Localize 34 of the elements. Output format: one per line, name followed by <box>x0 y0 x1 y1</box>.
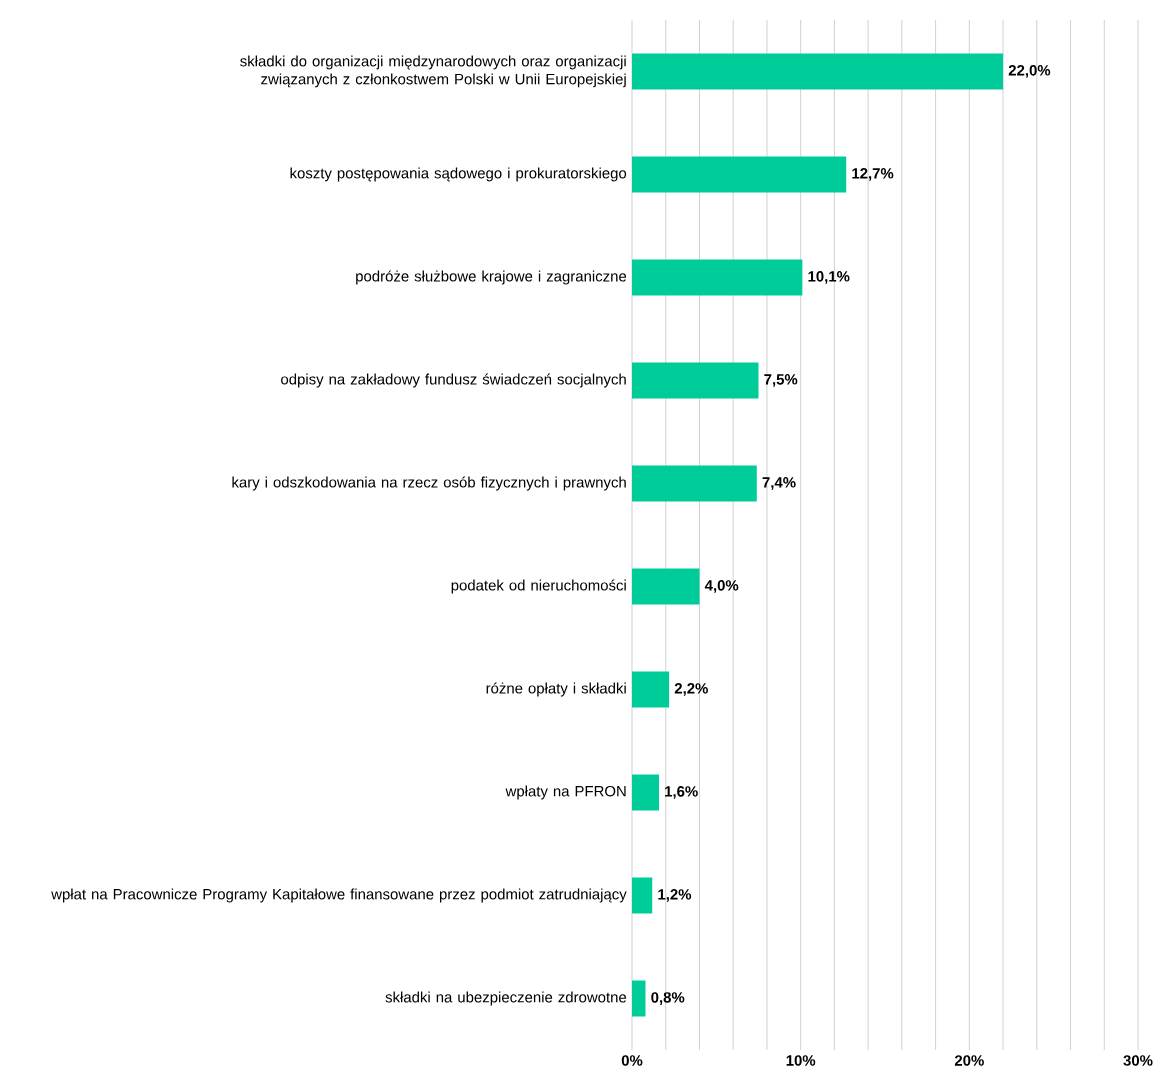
data-label: 4,0% <box>704 580 739 593</box>
bar <box>632 877 653 914</box>
x-tick-label: 30% <box>1123 1055 1153 1066</box>
bar <box>632 980 646 1017</box>
data-label: 1,6% <box>665 786 698 799</box>
data-label: 22,0% <box>1008 65 1051 78</box>
y-tick-label: składki na ubezpieczenie zdrowotne <box>385 991 627 1006</box>
y-tick-label: wpłat na Pracownicze Programy Kapitałowe finansowane przez podmiot zatrudniający <box>51 888 627 903</box>
bar <box>632 774 659 811</box>
y-tick-label: kary i odszkodowania na rzecz osób fizycznych i prawnych <box>232 476 626 491</box>
bar <box>632 465 757 502</box>
bar <box>632 53 1004 90</box>
x-tick-label: 20% <box>954 1055 984 1066</box>
y-tick-label: podróże służbowe krajowe i zagraniczne <box>356 270 627 285</box>
x-tick-label: 0% <box>621 1055 643 1066</box>
y-tick-label: koszty postępowania sądowego i prokuratorskiego <box>290 167 627 182</box>
data-label: 7,5% <box>764 374 798 387</box>
bar <box>632 259 803 296</box>
data-label: 1,2% <box>658 889 692 902</box>
y-tick-label: odpisy na zakładowy fundusz świadczeń socjalnych <box>281 373 626 388</box>
bar <box>632 671 670 708</box>
y-tick-label: różne opłaty i składki <box>486 682 626 697</box>
data-label: 7,4% <box>762 477 796 490</box>
data-label: 0,8% <box>651 992 685 1005</box>
data-label: 12,7% <box>852 168 894 181</box>
bar <box>632 568 700 605</box>
y-tick-label: wpłaty na PFRON <box>505 785 626 800</box>
data-label: 10,1% <box>808 271 850 284</box>
y-tick-label: składki do organizacji międzynarodowych oraz organizacji związanych z członkostwem Polski w Unii Europejskiej <box>240 55 626 88</box>
y-tick-label: podatek od nieruchomości <box>451 579 626 594</box>
x-tick-label: 10% <box>786 1055 816 1066</box>
bar <box>632 362 759 399</box>
data-label: 2,2% <box>674 683 708 696</box>
bar <box>632 156 847 193</box>
